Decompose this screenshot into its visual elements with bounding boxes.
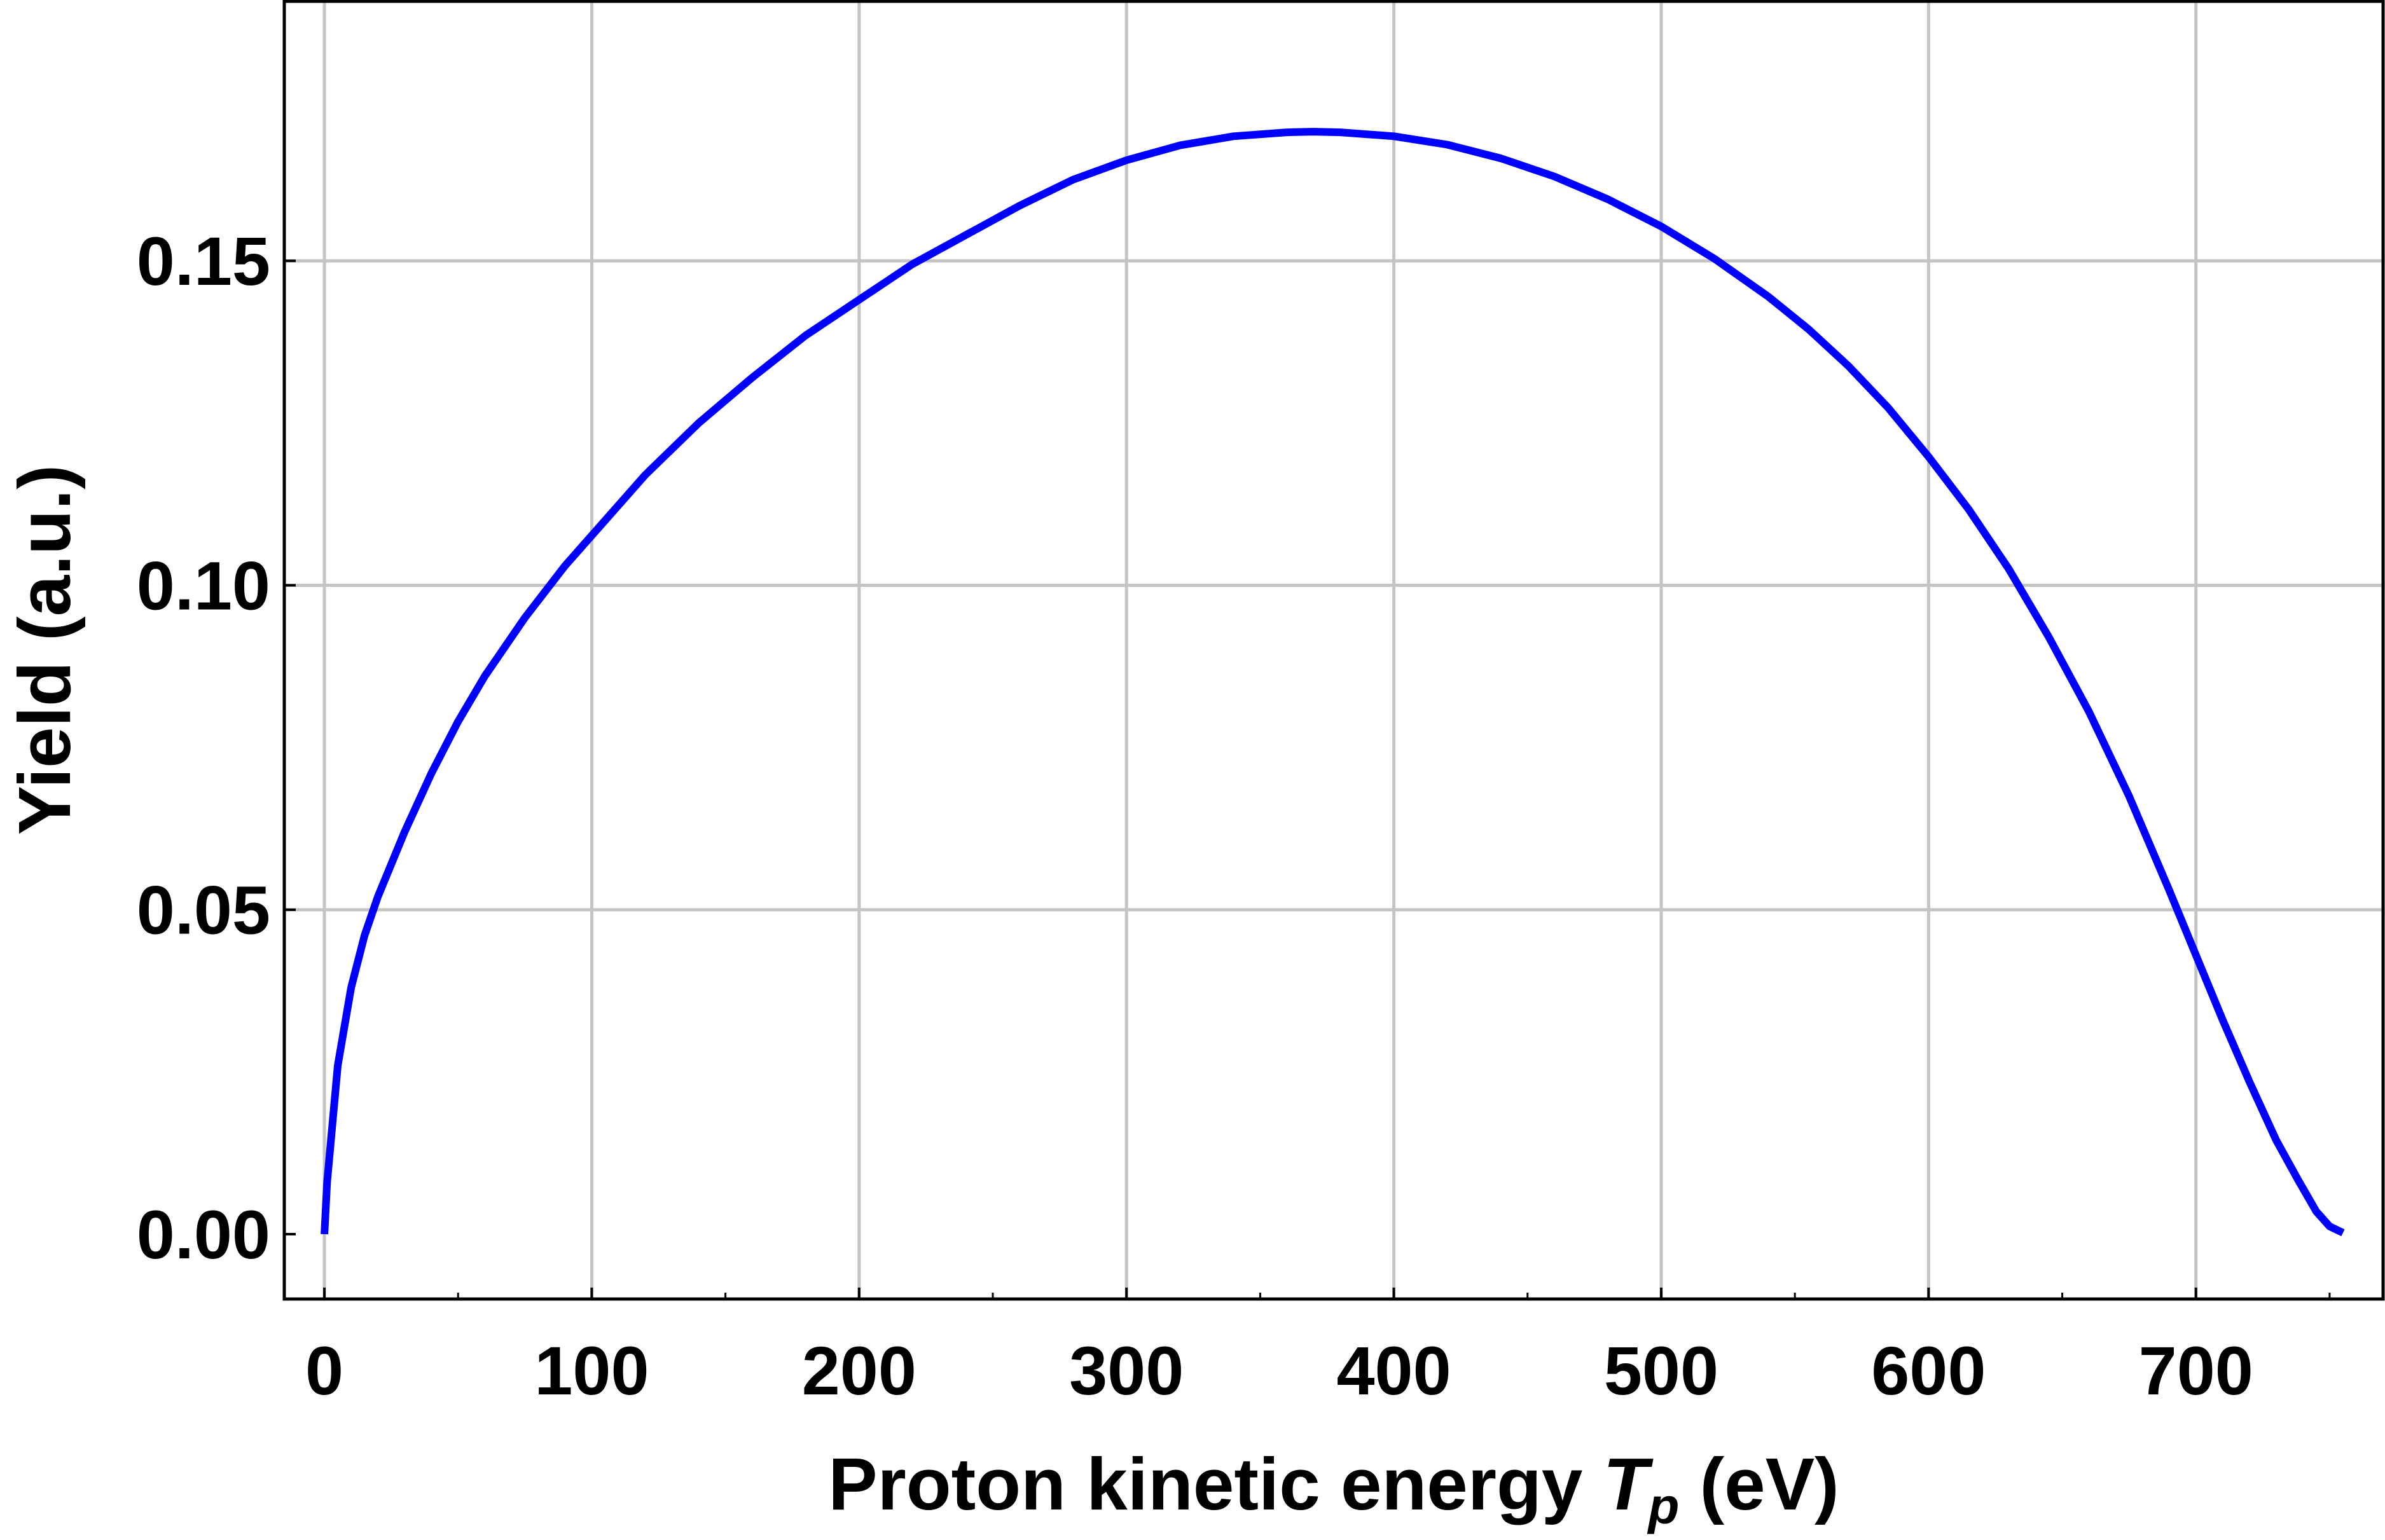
y-tick-labels: 0.00 0.05 0.10 0.15 (137, 223, 270, 1273)
x-axis-label-symbol: T (1603, 1443, 1654, 1525)
x-tick-label: 500 (1604, 1332, 1718, 1409)
grid (284, 1, 2383, 1299)
x-tick-label: 200 (802, 1332, 916, 1409)
x-axis-label-subscript: p (1647, 1478, 1679, 1534)
x-tick-label: 300 (1069, 1332, 1184, 1409)
x-tick-label: 600 (1871, 1332, 1986, 1409)
y-axis-label: Yield (a.u.) (3, 465, 86, 835)
x-tick-label: 400 (1336, 1332, 1451, 1409)
y-tick-label: 0.15 (137, 223, 270, 299)
ticks (284, 259, 2331, 1299)
series-layer (321, 128, 2345, 1237)
x-axis-label-unit: (eV) (1700, 1443, 1839, 1525)
x-tick-label: 100 (534, 1332, 649, 1409)
series-line (321, 128, 2345, 1237)
y-tick-label: 0.10 (137, 547, 270, 624)
x-axis-label-text: Proton kinetic energy (828, 1443, 1582, 1525)
x-tick-label: 0 (305, 1332, 343, 1409)
plot-frame (282, 0, 2385, 1301)
y-tick-label: 0.05 (137, 872, 270, 949)
x-tick-label: 700 (2139, 1332, 2253, 1409)
y-tick-label: 0.00 (137, 1196, 270, 1273)
x-axis-label: Proton kinetic energy Tp (eV) (828, 1443, 1839, 1534)
x-tick-labels: 0 100 200 300 400 500 600 700 (305, 1332, 2253, 1409)
